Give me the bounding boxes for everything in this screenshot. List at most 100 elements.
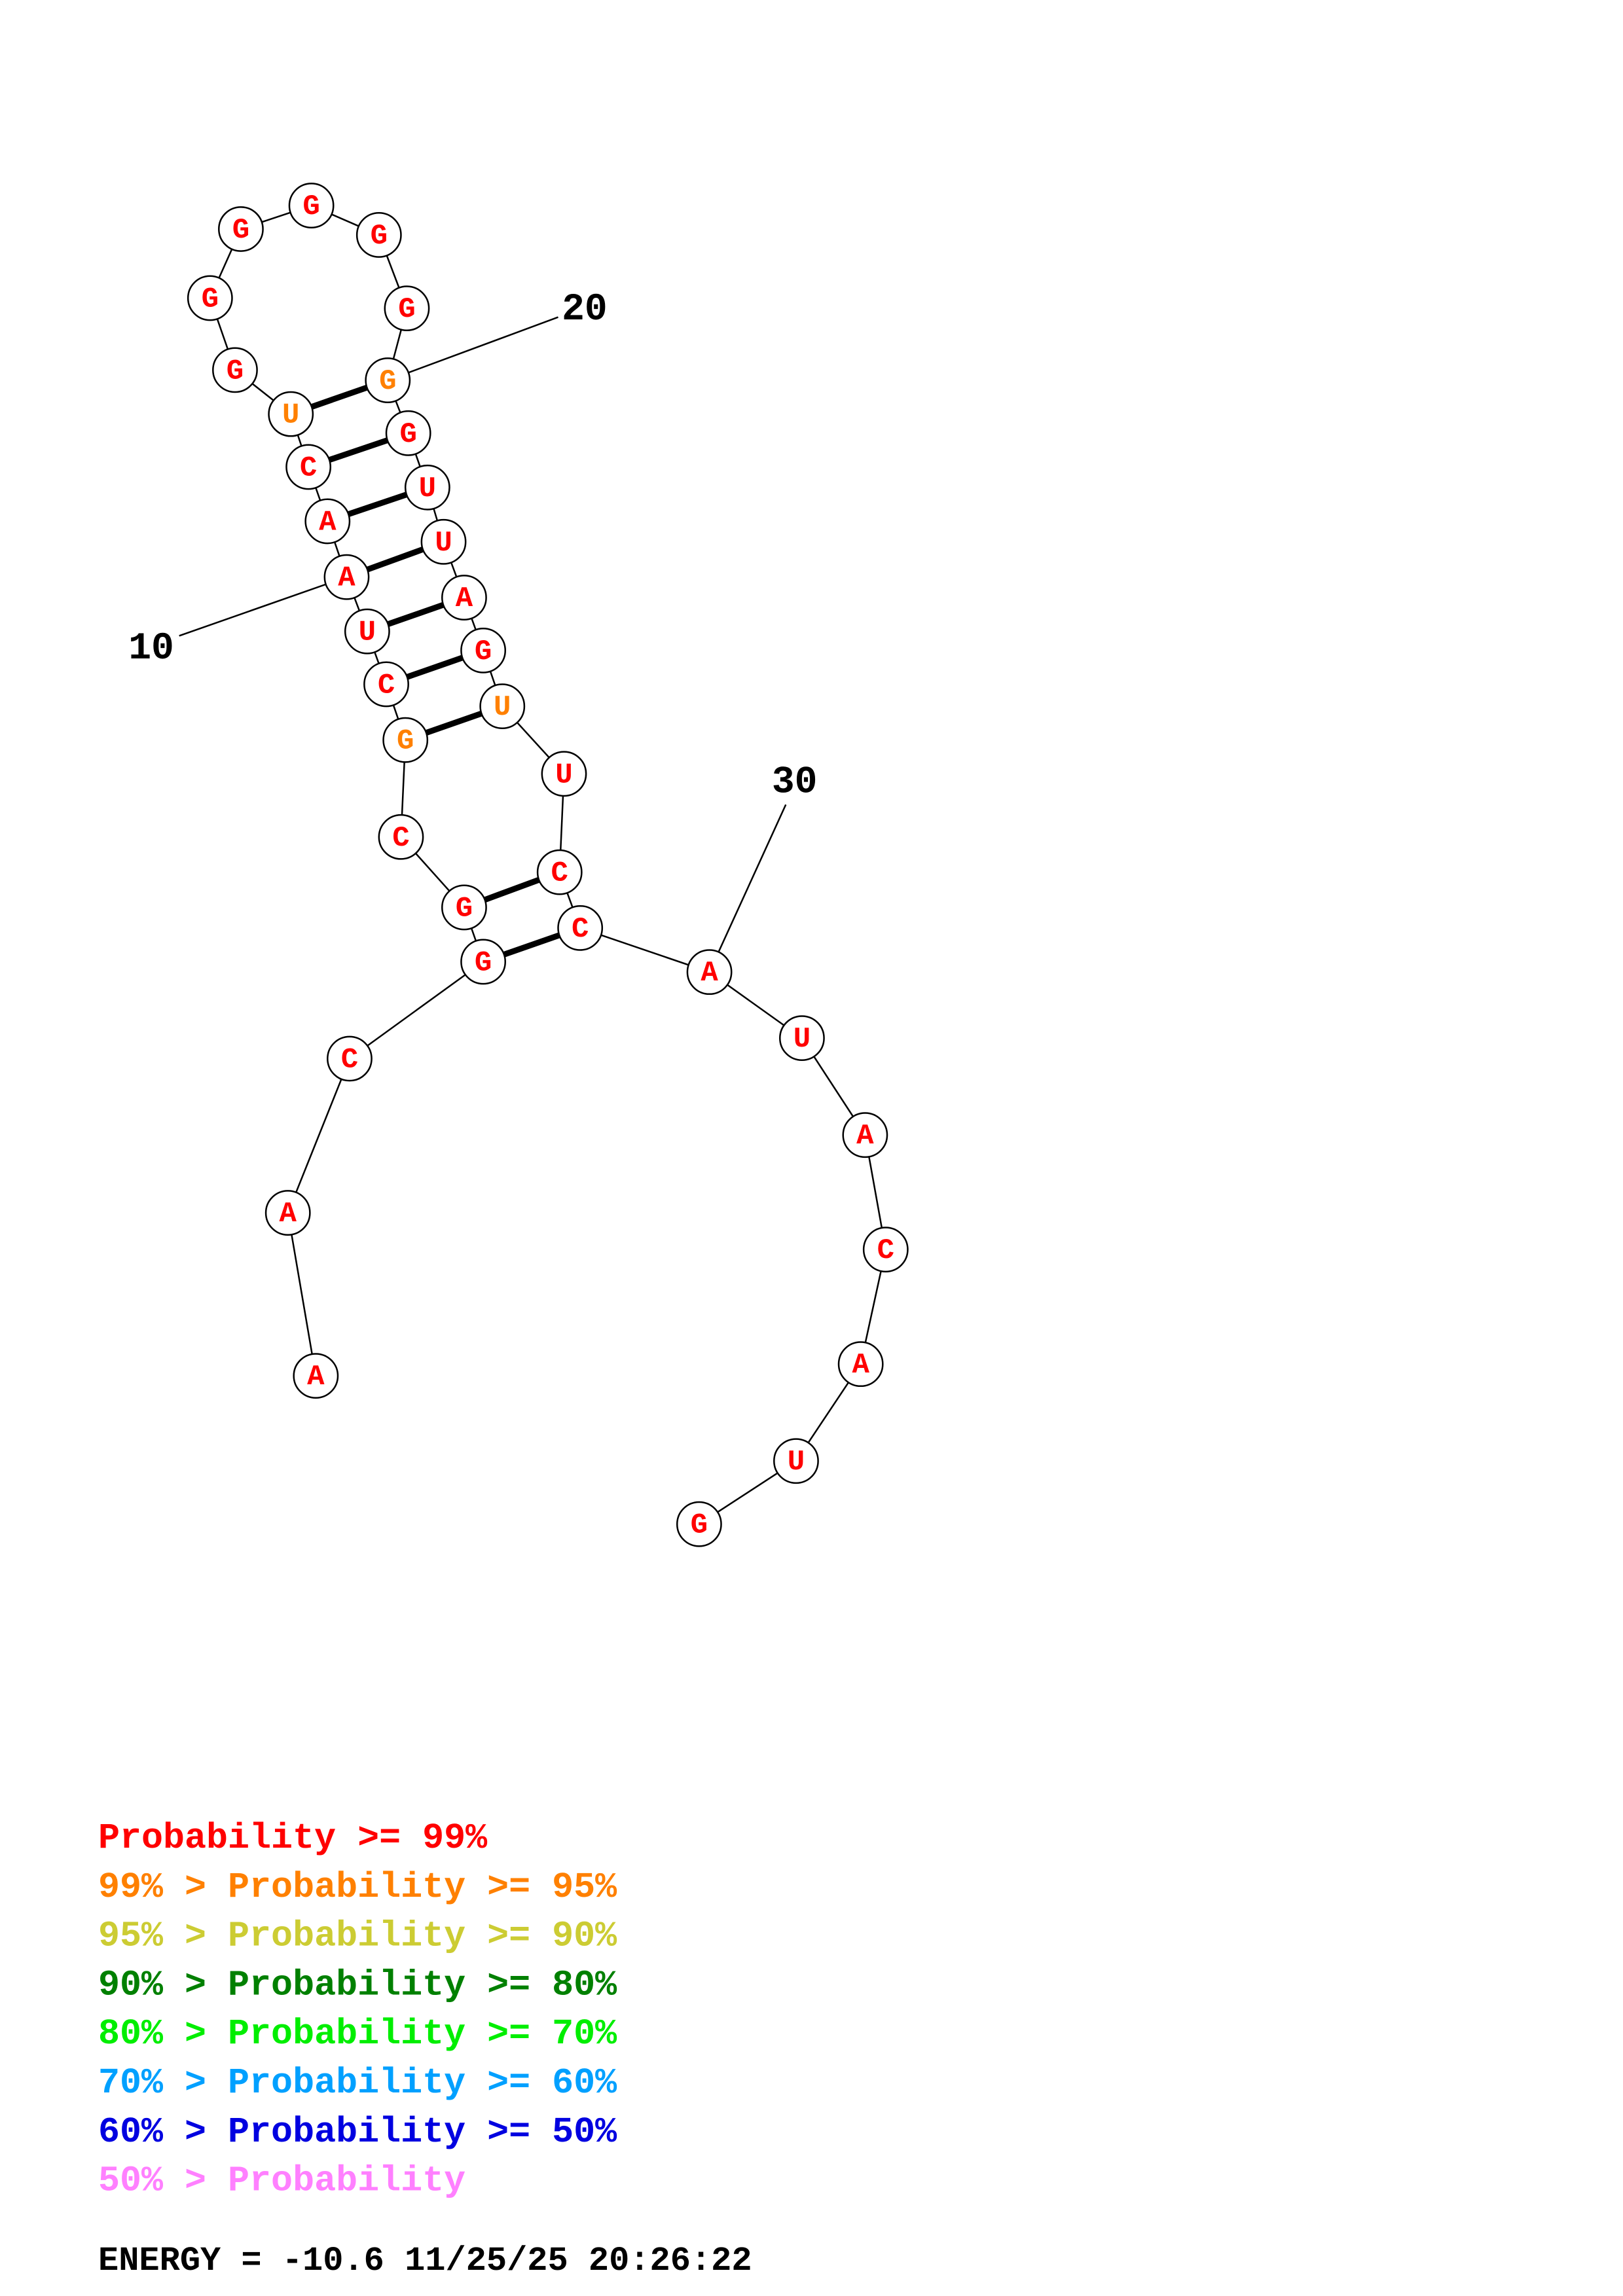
energy-footer: ENERGY = -10.6 11/25/25 20:26:22 [98, 2242, 752, 2280]
nucleotide: A [441, 575, 487, 620]
nucleotide-circle [541, 751, 587, 797]
nucleotide-letter: A [852, 1349, 869, 1382]
nucleotide-circle [404, 464, 450, 511]
nucleotide: A [842, 1112, 888, 1158]
nucleotide-circle [536, 849, 583, 895]
nucleotide: A [264, 1190, 311, 1236]
nucleotide-letter: C [551, 857, 568, 890]
base-pair-bonds [310, 384, 560, 958]
nucleotide: U [344, 608, 390, 655]
nucleotide-letter: G [475, 636, 492, 668]
nucleotide: A [304, 498, 351, 545]
base-pair-bond [310, 384, 368, 410]
nucleotide: G [212, 347, 258, 393]
nucleotide-letter: C [877, 1234, 894, 1267]
nucleotide: G [460, 627, 506, 673]
nucleotide: G [382, 717, 429, 763]
nucleotide-circle [779, 1015, 825, 1062]
nucleotide: U [420, 518, 467, 565]
nucleotide: U [773, 1438, 819, 1484]
nucleotide-letter: U [555, 759, 572, 791]
legend-text: Probability >= 60% [228, 2062, 617, 2104]
nucleotide-letter: G [397, 725, 414, 758]
nucleotide-letter: U [282, 399, 299, 432]
legend-prefix: 99% > [98, 1867, 228, 1908]
backbone-segment [287, 1058, 351, 1213]
nucleotide-circle [378, 814, 424, 860]
legend-text: Probability >= 99% [98, 1818, 488, 1859]
nucleotide-circle [441, 884, 487, 931]
nucleotide: C [536, 849, 583, 895]
base-pair-bond [366, 547, 424, 573]
nucleotide-circle [441, 575, 487, 620]
base-pair-bond [387, 601, 445, 627]
legend-text: Probability >= 80% [228, 1964, 617, 2005]
nucleotide-circle [773, 1438, 819, 1484]
nucleotide-letter: C [572, 913, 589, 946]
nucleotide: G [187, 275, 233, 321]
nucleotide-circle [187, 275, 233, 321]
nucleotide-circle [323, 554, 370, 600]
backbone-segment [349, 961, 484, 1060]
legend-text: Probability >= 70% [228, 2013, 617, 2054]
legend-entry: 70% > Probability >= 60% [98, 2062, 617, 2104]
nucleotide: G [356, 212, 402, 258]
legend-entry: Probability >= 99% [98, 1818, 488, 1859]
nucleotide-circle [842, 1112, 888, 1158]
nucleotide-circle [479, 683, 526, 729]
nucleotide: G [218, 206, 264, 252]
legend-prefix: 95% > [98, 1916, 228, 1957]
nucleotide-letter: U [793, 1023, 811, 1056]
nucleotide-letter: C [378, 669, 395, 702]
position-tick-line [708, 804, 787, 973]
nucleotide: C [327, 1035, 373, 1082]
nucleotide-circle [363, 661, 409, 708]
nucleotide-letter: G [202, 283, 219, 315]
nucleotide: G [441, 884, 487, 931]
nucleotide-circle [218, 206, 264, 252]
nucleotide: U [541, 751, 587, 797]
legend-entry: 50% > Probability [98, 2161, 465, 2202]
nucleotide-circle [384, 285, 430, 332]
nucleotide-letter: A [456, 583, 473, 615]
nucleotide: G [384, 285, 430, 332]
base-pair-bond [503, 932, 560, 958]
position-label: 20 [562, 289, 608, 331]
nucleotide-circle [293, 1353, 339, 1399]
nucleotide-letter: G [227, 355, 244, 387]
nucleotide-circle [304, 498, 351, 545]
legend-prefix: 90% > [98, 1964, 228, 2005]
nucleotide: A [837, 1341, 884, 1388]
position-label: 10 [128, 628, 174, 670]
nucleotide-letter: C [392, 822, 409, 855]
nucleotide-circle [385, 410, 431, 456]
nucleotide-letter: C [341, 1044, 358, 1077]
nucleotide-letter: G [399, 418, 416, 451]
nucleotide-letter: A [338, 562, 356, 595]
position-tick-line [179, 576, 347, 637]
base-pair-bond [483, 877, 540, 903]
nucleotide: U [479, 683, 526, 729]
legend-prefix: 60% > [98, 2111, 228, 2153]
nucleotide-letter: G [398, 293, 415, 326]
nucleotide-letter: A [319, 506, 337, 539]
nucleotide: U [404, 464, 450, 511]
legend-entry: 99% > Probability >= 95% [98, 1867, 617, 1908]
position-label-group: 10 20 30 [128, 289, 818, 973]
nucleotide-circle [212, 347, 258, 393]
nucleotide: C [378, 814, 424, 860]
legend-entry: 60% > Probability >= 50% [98, 2111, 617, 2153]
nucleotide-letter: U [494, 691, 511, 724]
nucleotide-circle [327, 1035, 373, 1082]
nucleotide-circle [460, 939, 506, 985]
nucleotide-letter: G [371, 220, 388, 253]
nucleotide: C [363, 661, 409, 708]
position-tick-line [387, 316, 558, 382]
nucleotide: A [293, 1353, 339, 1399]
nucleotide-letter: G [232, 214, 249, 247]
nucleotide-letter: G [379, 365, 396, 398]
nucleotide-letter: U [788, 1446, 805, 1479]
legend-entry: 90% > Probability >= 80% [98, 1964, 617, 2005]
nucleotide-circle [264, 1190, 311, 1236]
nucleotide-circle [356, 212, 402, 258]
